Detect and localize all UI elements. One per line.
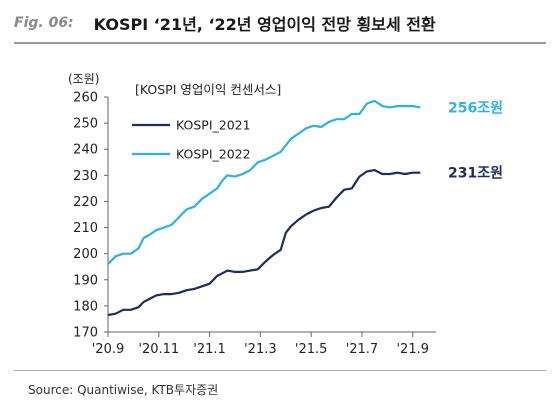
figure-label: Fig. 06:: [14, 15, 74, 31]
x-tick-label: '20.11: [138, 342, 179, 357]
footer-divider: [14, 370, 546, 371]
y-tick-label: 200: [73, 247, 98, 262]
x-tick-label: '21.5: [295, 342, 328, 357]
series-line-kospi-2021: [107, 169, 421, 317]
y-tick-label: 190: [73, 273, 98, 288]
y-tick-label: 180: [73, 299, 98, 314]
legend: KOSPI_2021 KOSPI_2022: [132, 118, 251, 162]
y-tick-label: 170: [73, 326, 98, 341]
y-tick-label: 240: [73, 143, 98, 158]
x-tick-label: '21.3: [244, 342, 277, 357]
series-line-kospi-2022: [107, 99, 421, 265]
figure-title: KOSPI ‘21년, ‘22년 영업이익 전망 횡보세 전환: [93, 15, 436, 34]
y-tick-group: 170 180 190 200 210 220 230 240 250 260: [73, 91, 108, 341]
y-tick-label: 220: [73, 195, 98, 210]
legend-title: [KOSPI 영업이익 컨센서스]: [135, 82, 281, 97]
y-tick-label: 260: [73, 91, 98, 106]
x-tick-label: '21.7: [346, 342, 379, 357]
y-tick-label: 210: [73, 221, 98, 236]
y-tick-label: 230: [73, 169, 98, 184]
legend-label-kospi-2022: KOSPI_2022: [176, 147, 251, 162]
source-note: Source: Quantiwise, KTB투자증권: [28, 383, 219, 397]
y-unit-label: (조원): [68, 72, 99, 86]
x-tick-label: '20.9: [92, 342, 125, 357]
figure-header: Fig. 06: KOSPI ‘21년, ‘22년 영업이익 전망 횡보세 전환: [14, 6, 546, 40]
x-tick-label: '21.9: [396, 342, 429, 357]
legend-label-kospi-2021: KOSPI_2021: [176, 118, 251, 133]
end-label-kospi-2021: 231조원: [448, 166, 503, 182]
axes: [107, 97, 436, 333]
end-label-kospi-2022: 256조원: [448, 100, 503, 116]
x-tick-group: '20.9 '20.11 '21.1 '21.3 '21.5 '21.7 '21.9: [92, 332, 429, 357]
y-tick-label: 250: [73, 117, 98, 132]
x-tick-label: '21.1: [193, 342, 226, 357]
title-divider: [14, 42, 546, 44]
series-lines: [107, 99, 421, 317]
